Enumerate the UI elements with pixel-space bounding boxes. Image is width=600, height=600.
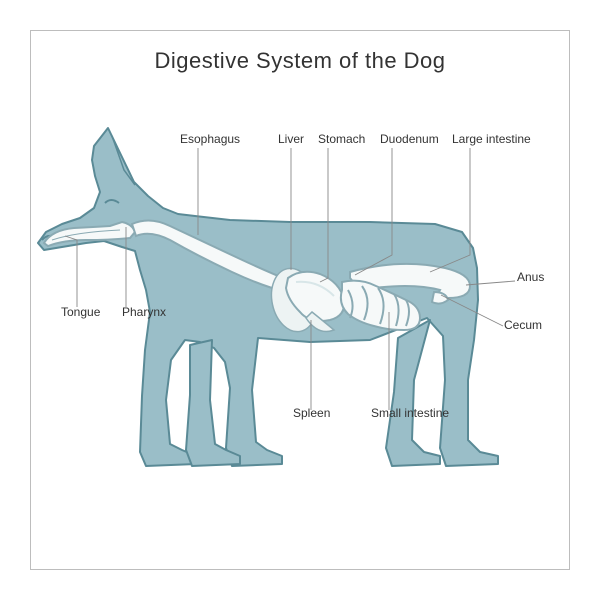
label-large-intestine: Large intestine — [452, 132, 531, 146]
label-tongue: Tongue — [61, 305, 100, 319]
label-spleen: Spleen — [293, 406, 330, 420]
label-liver: Liver — [278, 132, 304, 146]
label-small-intestine: Small intestine — [371, 406, 449, 420]
label-cecum: Cecum — [504, 318, 542, 332]
label-duodenum: Duodenum — [380, 132, 439, 146]
label-pharynx: Pharynx — [122, 305, 166, 319]
label-stomach: Stomach — [318, 132, 365, 146]
diagram-stage — [0, 0, 600, 600]
label-esophagus: Esophagus — [180, 132, 240, 146]
label-anus: Anus — [517, 270, 544, 284]
